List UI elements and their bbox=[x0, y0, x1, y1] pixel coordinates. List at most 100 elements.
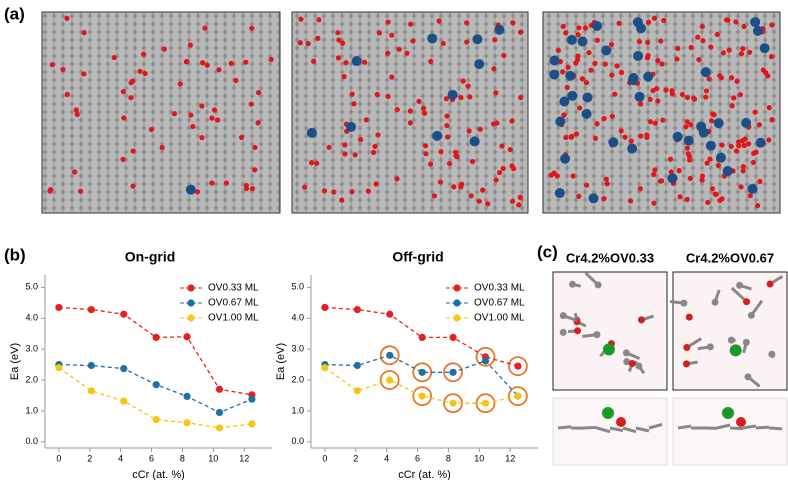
oxygen-atom bbox=[767, 105, 772, 110]
data-point bbox=[153, 416, 160, 423]
oxygen-atom bbox=[408, 22, 413, 27]
oxygen-atom bbox=[451, 184, 456, 189]
panel-label: (b) bbox=[4, 245, 26, 264]
data-point bbox=[216, 424, 223, 431]
oxygen-atom bbox=[686, 151, 691, 156]
oxygen-atom bbox=[570, 173, 575, 178]
oxygen-atom bbox=[696, 57, 701, 62]
oxygen-atom bbox=[638, 186, 643, 191]
legend-marker bbox=[187, 314, 194, 321]
structure-label: Cr4.2%OV0.67 bbox=[686, 250, 774, 265]
bond bbox=[584, 427, 597, 428]
x-tick-label: 8 bbox=[446, 453, 451, 463]
cr-atom bbox=[307, 128, 317, 138]
atom bbox=[602, 407, 614, 419]
data-point bbox=[482, 400, 489, 407]
oxygen-atom bbox=[685, 95, 690, 100]
oxygen-atom bbox=[614, 63, 619, 68]
oxygen-atom bbox=[315, 36, 320, 41]
oxygen-atom bbox=[751, 160, 756, 165]
oxygen-atom bbox=[216, 67, 221, 72]
oxygen-atom bbox=[563, 135, 568, 140]
atom bbox=[744, 373, 751, 380]
y-tick-label: 5.0 bbox=[25, 282, 38, 292]
cr-atom bbox=[560, 154, 570, 164]
oxygen-atom bbox=[501, 53, 506, 58]
oxygen-atom bbox=[202, 26, 207, 31]
oxygen-atom bbox=[601, 196, 606, 201]
oxygen-atom bbox=[584, 80, 589, 85]
oxygen-atom bbox=[569, 135, 574, 140]
legend-label: OV0.67 ML bbox=[474, 298, 525, 309]
atom bbox=[722, 407, 734, 419]
oxygen-atom bbox=[444, 123, 449, 128]
data-point bbox=[354, 306, 361, 313]
data-point bbox=[386, 311, 393, 318]
oxygen-atom bbox=[78, 189, 83, 194]
atom bbox=[743, 339, 750, 346]
data-point bbox=[120, 311, 127, 318]
oxygen-atom bbox=[339, 198, 344, 203]
oxygen-atom bbox=[129, 80, 134, 85]
atom bbox=[629, 360, 636, 367]
oxygen-atom bbox=[755, 203, 760, 208]
data-point bbox=[248, 396, 255, 403]
oxygen-atom bbox=[644, 133, 649, 138]
oxygen-atom bbox=[603, 62, 608, 67]
oxygen-atom bbox=[408, 108, 413, 113]
oxygen-atom bbox=[394, 176, 399, 181]
oxygen-atom bbox=[753, 110, 758, 115]
data-point bbox=[216, 386, 223, 393]
bond bbox=[678, 426, 691, 428]
cr-atom bbox=[346, 122, 356, 132]
cr-atom bbox=[750, 17, 760, 27]
oxygen-atom bbox=[349, 189, 354, 194]
atom bbox=[728, 337, 735, 344]
y-tick-label: 2.0 bbox=[291, 374, 304, 384]
legend-label: OV0.33 ML bbox=[208, 283, 259, 294]
oxygen-atom bbox=[741, 24, 746, 29]
oxygen-atom bbox=[81, 30, 86, 35]
x-tick-label: 8 bbox=[180, 453, 185, 463]
data-point bbox=[88, 306, 95, 313]
data-point bbox=[354, 362, 361, 369]
cr-atom bbox=[448, 90, 458, 100]
oxygen-atom bbox=[306, 41, 311, 46]
oxygen-atom bbox=[574, 131, 579, 136]
cr-atom bbox=[352, 56, 362, 66]
oxygen-atom bbox=[335, 30, 340, 35]
oxygen-atom bbox=[691, 96, 696, 101]
y-tick-label: 0.0 bbox=[291, 436, 304, 446]
oxygen-atom bbox=[408, 120, 413, 125]
oxygen-atom bbox=[602, 116, 607, 121]
atom bbox=[593, 331, 600, 338]
oxygen-atom bbox=[331, 189, 336, 194]
oxygen-atom bbox=[269, 57, 274, 62]
data-point bbox=[386, 352, 393, 359]
oxygen-atom bbox=[461, 78, 466, 83]
x-tick-label: 12 bbox=[239, 453, 249, 463]
oxygen-atom bbox=[746, 141, 751, 146]
oxygen-atom bbox=[447, 161, 452, 166]
structure-images bbox=[553, 272, 787, 465]
oxygen-atom bbox=[683, 124, 688, 129]
oxygen-atom bbox=[422, 111, 427, 116]
oxygen-atom bbox=[389, 33, 394, 38]
oxygen-atom bbox=[336, 37, 341, 42]
oxygen-atom bbox=[741, 168, 746, 173]
surface-images bbox=[42, 12, 780, 213]
oxygen-atom bbox=[709, 118, 714, 123]
oxygen-atom bbox=[766, 137, 771, 142]
atom bbox=[635, 363, 642, 370]
oxygen-atom bbox=[565, 85, 570, 90]
oxygen-atom bbox=[121, 89, 126, 94]
oxygen-atom bbox=[509, 118, 514, 123]
y-tick-label: 4.0 bbox=[291, 313, 304, 323]
chart-title: Off-grid bbox=[392, 249, 443, 265]
oxygen-atom bbox=[209, 180, 214, 185]
oxygen-atom bbox=[736, 143, 741, 148]
oxygen-atom bbox=[660, 118, 665, 123]
oxygen-atom bbox=[233, 78, 238, 83]
cr-atom bbox=[756, 138, 766, 148]
oxygen-atom bbox=[689, 45, 694, 50]
